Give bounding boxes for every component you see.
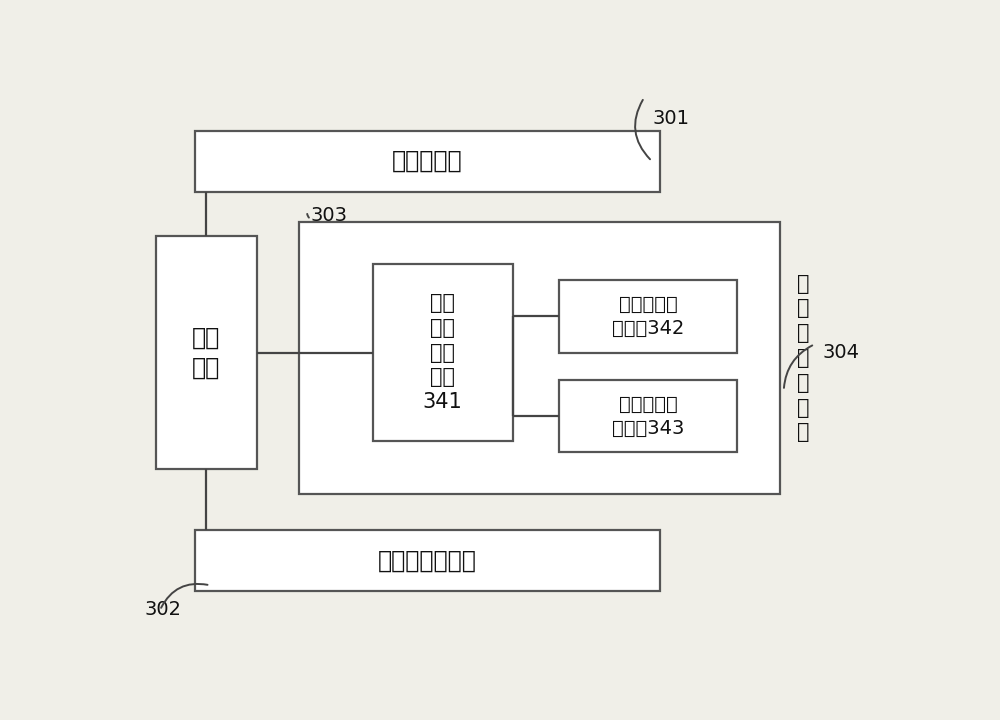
Text: 蓄电
池组: 蓄电 池组 — [192, 325, 220, 379]
Bar — [195, 131, 660, 192]
Text: 303: 303 — [311, 206, 348, 225]
Text: 市电供电控制器: 市电供电控制器 — [378, 549, 477, 572]
Bar — [195, 530, 660, 591]
Text: 光伏供电器: 光伏供电器 — [392, 149, 463, 174]
Text: 谷电供电控
制模块343: 谷电供电控 制模块343 — [612, 395, 684, 438]
Text: 平电供电控
制模块342: 平电供电控 制模块342 — [612, 295, 684, 338]
Bar — [373, 264, 512, 441]
Bar — [559, 280, 737, 353]
Text: 峰电
供电
控制
模块
341: 峰电 供电 控制 模块 341 — [423, 293, 463, 412]
Text: 301: 301 — [652, 109, 689, 127]
Text: 304: 304 — [822, 343, 860, 362]
Text: 供
电
切
换
控
制
器: 供 电 切 换 控 制 器 — [797, 274, 809, 443]
Bar — [156, 236, 257, 469]
Bar — [559, 380, 737, 452]
Text: 302: 302 — [144, 600, 181, 618]
Bar — [299, 222, 780, 494]
